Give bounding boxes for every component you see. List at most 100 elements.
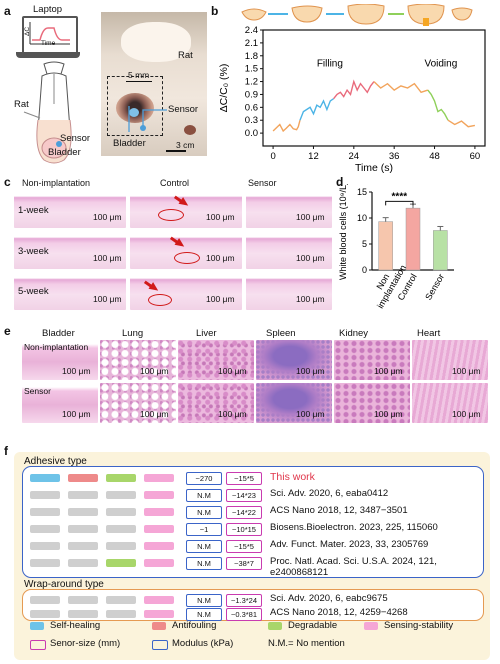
d-y-tick-label: 10	[357, 213, 367, 223]
d-cat-label-2: Sensor	[423, 272, 446, 302]
laptop-time-label: Time	[41, 40, 56, 47]
size-box: ~15*5	[226, 540, 262, 553]
scale-e12: 100 μm	[452, 409, 481, 419]
d-y-tick-label: 0	[362, 265, 367, 275]
sensor-dot	[129, 108, 139, 117]
feature-bar	[144, 596, 174, 604]
row-5-week: 5-week	[18, 286, 49, 297]
col-spleen: Spleen	[266, 328, 296, 339]
cm-label: 3 cm	[176, 140, 195, 150]
panel-d-letter: d	[336, 175, 344, 189]
scale-c5: 100 μm	[206, 253, 235, 263]
feature-bar	[30, 596, 60, 604]
panel-c-letter: c	[4, 175, 11, 189]
he-lung-nonimpl	[100, 340, 176, 380]
feature-bar	[68, 474, 98, 482]
mm-label: 5 mm	[128, 70, 150, 80]
laptop-dc-label: ΔC	[24, 26, 31, 36]
scale-c2: 100 μm	[206, 212, 235, 222]
wrap-title: Wrap-around type	[24, 579, 104, 590]
sensor-left-label: Sensor	[60, 133, 91, 144]
row-1-week: 1-week	[18, 205, 49, 216]
d-bar-0	[378, 221, 393, 271]
d-bar-2	[433, 230, 448, 271]
he-heart-nonimpl	[412, 340, 488, 380]
photo-inset-box	[107, 76, 163, 136]
scale-c1: 100 μm	[93, 212, 122, 222]
scale-c3: 100 μm	[296, 212, 325, 222]
sensor-photo-label: Sensor	[168, 104, 199, 115]
he-liver-nonimpl	[178, 340, 254, 380]
feature-bar	[68, 491, 98, 499]
y-tick-label: 2.1	[245, 38, 258, 49]
feature-bar	[106, 474, 136, 482]
laptop-keyboard	[16, 52, 80, 58]
y-tick-label: 0.9	[245, 89, 258, 100]
feature-bar	[106, 508, 136, 516]
he-1w-sensor	[246, 189, 332, 228]
feature-bar	[144, 508, 174, 516]
feature-bar	[106, 596, 136, 604]
rat-illustration-icon	[23, 61, 72, 164]
legend-swatch-sensing	[364, 622, 378, 630]
feature-bar	[30, 542, 60, 550]
modulus-box: N.M	[186, 557, 222, 570]
feature-bar	[144, 474, 174, 482]
feature-bar	[68, 525, 98, 533]
feature-bar	[68, 508, 98, 516]
series-line-3	[373, 81, 429, 94]
feature-bar	[68, 542, 98, 550]
legend-size: Senor-size (mm)	[50, 638, 121, 649]
col-lung: Lung	[122, 328, 144, 339]
he-kidney-sensor	[334, 383, 410, 423]
panel-f-letter: f	[4, 444, 8, 458]
x-tick-label: 12	[308, 151, 319, 162]
x-tick-label: 48	[429, 151, 440, 162]
scale-c6: 100 μm	[296, 253, 325, 263]
scale-e3: 100 μm	[218, 366, 247, 376]
y-tick-label: 0.3	[245, 115, 258, 126]
feature-bar	[30, 474, 60, 482]
size-box: ~14*22	[226, 506, 262, 519]
feature-bar	[106, 491, 136, 499]
feature-bar	[144, 610, 174, 618]
x-tick-label: 24	[349, 151, 360, 162]
y-tick-label: 0.6	[245, 102, 258, 113]
scale-e6: 100 μm	[452, 366, 481, 376]
he-lung-sensor	[100, 383, 176, 423]
he-liver-sensor	[178, 383, 254, 423]
size-box: ~15*5	[226, 472, 262, 485]
feature-bar	[144, 525, 174, 533]
y-tick-label: 0.0	[245, 128, 258, 139]
bladder-photo-label: Bladder	[113, 138, 146, 149]
laptop-screen: ΔC Time	[22, 16, 78, 54]
photo-scalebar	[166, 150, 186, 152]
rat-photo-label: Rat	[178, 50, 193, 61]
panel-b-letter: b	[211, 4, 219, 18]
d-sig-bracket	[385, 200, 414, 206]
he-heart-sensor	[412, 383, 488, 423]
col-control: Control	[160, 178, 190, 188]
legend-degradable: Degradable	[288, 620, 338, 631]
ring-2	[174, 252, 200, 264]
feature-bar	[106, 610, 136, 618]
he-3w-sensor	[246, 230, 332, 269]
bladder-stages-icon	[241, 4, 473, 26]
he-bladder-sensor	[22, 383, 98, 423]
reference-text: ACS Nano 2018, 12, 4259−4268	[270, 607, 408, 618]
modulus-box: N.M	[186, 608, 222, 621]
col-sensor: Sensor	[248, 178, 277, 188]
legend-swatch-modulus	[152, 640, 168, 650]
chart-b-frame	[262, 29, 486, 147]
reference-text: Adv. Funct. Mater. 2023, 33, 2305769	[270, 539, 429, 550]
scale-c8: 100 μm	[206, 294, 235, 304]
panel-a-letter: a	[4, 4, 11, 18]
series-line-5	[447, 119, 476, 128]
mm-scalebar	[126, 81, 152, 82]
series-line-1	[299, 98, 334, 121]
reference-text: ACS Nano 2018, 12, 3487−3501	[270, 505, 408, 516]
col-non-implantation: Non-implantation	[22, 178, 91, 188]
scale-e10: 100 μm	[296, 409, 325, 419]
feature-bar	[30, 491, 60, 499]
panel-e-letter: e	[4, 324, 11, 338]
